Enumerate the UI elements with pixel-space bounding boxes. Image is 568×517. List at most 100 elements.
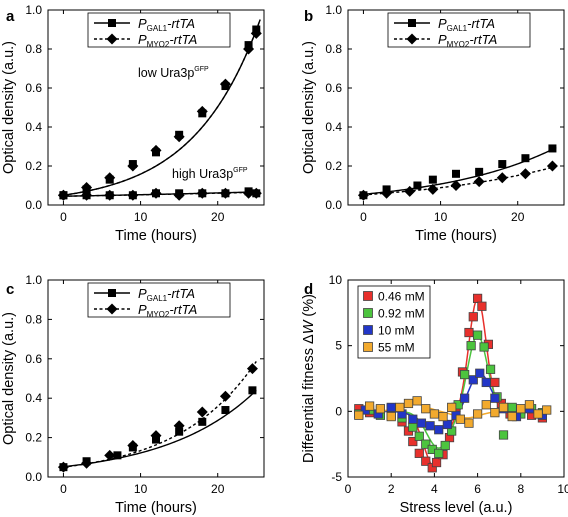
data-point [250,27,262,39]
data-point [386,402,396,412]
data-point [521,154,530,163]
data-point [173,189,185,201]
data-point [468,375,478,385]
legend-label-main: P [138,16,147,31]
data-point [490,393,500,403]
data-point [440,440,450,451]
legend-label: PMYO2-rtTA [438,32,497,49]
data-point [408,414,418,424]
data-point [243,43,255,55]
data-point [479,342,489,352]
data-point [381,187,393,199]
x-axis-title: Time (hours) [115,500,197,516]
y-tick-label: 0.0 [25,198,42,212]
legend-marker [408,19,416,27]
legend-marker [106,33,118,45]
legend-marker [406,33,418,45]
legend-marker [106,303,118,315]
data-point [81,457,93,469]
legend-label-rest: -rtTA [169,32,197,47]
x-tick-label: 10 [134,210,148,224]
legend-label-sub: MYO2 [447,40,470,49]
data-point [104,449,116,461]
panel-letter-c: c [6,281,14,298]
data-point [412,396,422,406]
plot-frame [347,9,565,206]
legend-label-sub: MYO2 [147,310,170,319]
data-point [490,377,500,388]
x-tick-label: 6 [474,482,481,496]
data-point [421,404,431,414]
x-tick-label: 0 [60,210,67,224]
x-tick-label: 4 [431,482,438,496]
panel-letter-a: a [6,8,15,25]
y-tick-label: 0.2 [25,159,42,173]
data-point [57,461,69,473]
data-point [173,420,185,432]
data-point [175,427,184,436]
legend-label-sub: GAL1 [147,24,168,33]
legend-label: 0.46 mM [378,290,425,304]
y-tick-label: 0.4 [25,120,42,134]
legend-label-sub: GAL1 [447,24,468,33]
data-point [519,168,531,180]
data-point [425,421,435,431]
y-tick-label: 10 [329,273,343,287]
legend-label-rest: -rtTA [467,16,495,31]
y-tick-label: 5 [335,339,342,353]
data-point [219,78,231,90]
data-point [450,180,462,191]
annotation-text: low Ura3p [138,66,194,80]
legend-label-sub: GAL1 [147,294,168,303]
data-point [468,312,478,322]
legend-label: 10 mM [378,324,415,338]
panel-letter-d: d [304,281,313,298]
legend-label: 0.92 mM [378,307,425,321]
data-point [248,386,257,395]
data-point [414,431,424,441]
data-point [447,402,457,412]
legend-label-rest: -rtTA [167,286,195,301]
x-tick-label: 0 [360,210,367,224]
data-point [533,409,543,419]
data-point [428,175,437,184]
data-point [81,181,93,193]
y-tick-label: 0.8 [25,312,42,326]
data-point [386,411,396,422]
y-tick-label: 0.2 [325,159,342,173]
fit-curve [63,19,261,196]
legend-label-rest: -rtTA [469,32,497,47]
y-tick-label: 0.4 [325,120,342,134]
plot-frame [47,9,265,206]
data-point [104,172,116,184]
data-point [472,409,483,419]
panel-a: a 0.0 0.2 0.4 0.6 0.8 1.0 0 10 20 Time (hours) Opti… [1,3,265,244]
data-point [246,363,258,375]
fit-curve [63,389,257,468]
data-point [375,404,386,414]
data-point [481,400,491,410]
data-point [395,402,405,412]
data-point [198,417,207,426]
y-tick-label: 0.6 [25,81,42,95]
data-point [408,436,418,447]
data-point [475,368,485,378]
x-tick-label: 0 [345,482,352,496]
data-point [403,398,414,409]
data-point [460,369,470,380]
data-point [546,160,558,172]
data-point [414,448,424,458]
data-point [404,185,416,197]
data-point [507,402,517,412]
legend-label-main: P [438,16,447,31]
data-point [150,187,162,199]
data-point [429,409,440,419]
annotation-text: high Ura3p [172,167,233,181]
y-tick-label: 0.6 [325,81,342,95]
data-point [408,422,418,432]
legend-label: PGAL1-rtTA [138,16,195,33]
data-point [452,169,460,178]
data-point [127,439,139,451]
